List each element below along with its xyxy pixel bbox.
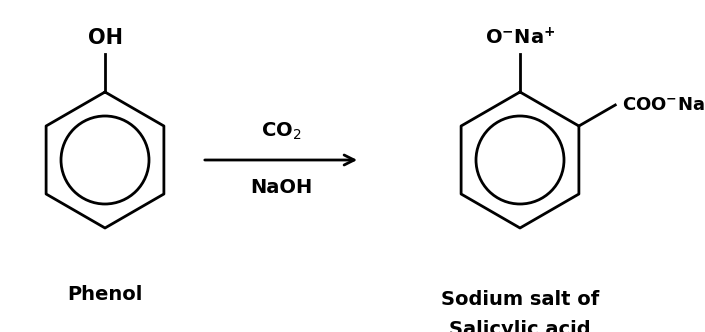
Text: NaOH: NaOH [250, 178, 312, 197]
Text: Salicylic acid: Salicylic acid [449, 320, 591, 332]
Text: COO$^{\mathbf{-}}$Na$^{\mathbf{+}}$: COO$^{\mathbf{-}}$Na$^{\mathbf{+}}$ [623, 95, 705, 115]
Text: OH: OH [87, 28, 123, 48]
Text: O$^{\mathbf{-}}$Na$^{\mathbf{+}}$: O$^{\mathbf{-}}$Na$^{\mathbf{+}}$ [485, 27, 556, 48]
Text: Phenol: Phenol [67, 285, 142, 303]
Text: Sodium salt of: Sodium salt of [441, 290, 599, 309]
Text: CO$_2$: CO$_2$ [261, 121, 301, 142]
